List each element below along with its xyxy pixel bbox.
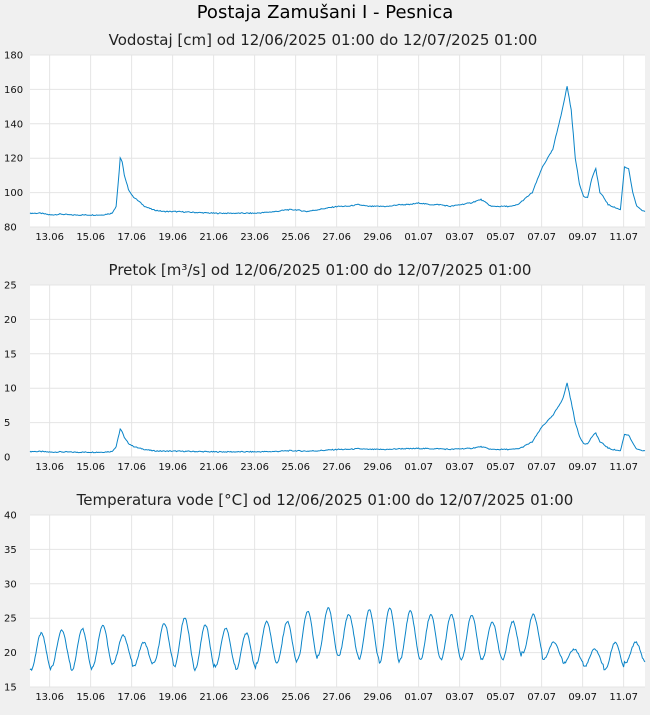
- y-tick-label: 120: [4, 154, 23, 165]
- y-tick-label: 30: [4, 579, 17, 590]
- chart-discharge: Pretok [m³/s] od 12/06/2025 01:00 do 12/…: [0, 255, 650, 485]
- x-tick-label: 07.07: [527, 692, 556, 703]
- y-tick-label: 10: [4, 384, 17, 395]
- page-title: Postaja Zamušani I - Pesnica: [196, 2, 454, 23]
- plot-area: [30, 285, 645, 457]
- x-tick-label: 29.06: [363, 462, 392, 473]
- x-tick-label: 09.07: [568, 462, 597, 473]
- x-tick-label: 17.06: [117, 232, 146, 243]
- chart-water-temperature: Temperatura vode [°C] od 12/06/2025 01:0…: [0, 485, 650, 715]
- x-tick-label: 15.06: [76, 232, 105, 243]
- x-tick-label: 17.06: [117, 462, 146, 473]
- y-tick-label: 0: [4, 453, 10, 464]
- x-tick-label: 03.07: [445, 232, 474, 243]
- x-tick-label: 17.06: [117, 692, 146, 703]
- series-line-water-temperature: [29, 606, 646, 672]
- x-tick-label: 13.06: [35, 462, 64, 473]
- y-tick-label: 80: [4, 223, 17, 234]
- series-line-discharge: [29, 382, 646, 454]
- x-tick-label: 23.06: [240, 692, 269, 703]
- chart-water-level-svg: Vodostaj [cm] od 12/06/2025 01:00 do 12/…: [4, 31, 646, 243]
- y-tick-label: 20: [4, 315, 17, 326]
- x-tick-label: 13.06: [35, 692, 64, 703]
- y-tick-label: 35: [4, 545, 17, 556]
- x-tick-label: 15.06: [76, 692, 105, 703]
- x-tick-label: 29.06: [363, 692, 392, 703]
- plot-area: [30, 515, 645, 687]
- x-tick-label: 05.07: [486, 462, 515, 473]
- x-tick-label: 23.06: [240, 232, 269, 243]
- x-tick-label: 25.06: [281, 232, 310, 243]
- x-tick-label: 27.06: [322, 692, 351, 703]
- x-tick-label: 25.06: [281, 462, 310, 473]
- x-tick-label: 09.07: [568, 692, 597, 703]
- x-tick-label: 27.06: [322, 232, 351, 243]
- x-tick-label: 01.07: [404, 232, 433, 243]
- x-tick-label: 03.07: [445, 692, 474, 703]
- x-tick-label: 19.06: [158, 692, 187, 703]
- x-tick-label: 05.07: [486, 692, 515, 703]
- x-tick-label: 21.06: [199, 462, 228, 473]
- y-tick-label: 25: [4, 614, 17, 625]
- x-tick-label: 21.06: [199, 692, 228, 703]
- y-tick-label: 5: [4, 418, 10, 429]
- y-tick-label: 15: [4, 683, 17, 694]
- x-tick-label: 07.07: [527, 232, 556, 243]
- chart-title: Pretok [m³/s] od 12/06/2025 01:00 do 12/…: [109, 261, 532, 279]
- x-tick-label: 01.07: [404, 462, 433, 473]
- x-tick-label: 21.06: [199, 232, 228, 243]
- x-tick-label: 23.06: [240, 462, 269, 473]
- x-tick-label: 11.07: [609, 462, 638, 473]
- y-tick-label: 20: [4, 648, 17, 659]
- series-line-water-level: [29, 86, 646, 217]
- chart-water-level: Vodostaj [cm] od 12/06/2025 01:00 do 12/…: [0, 25, 650, 255]
- x-tick-label: 07.07: [527, 462, 556, 473]
- y-tick-label: 160: [4, 85, 23, 96]
- y-tick-label: 40: [4, 511, 17, 522]
- chart-discharge-svg: Pretok [m³/s] od 12/06/2025 01:00 do 12/…: [4, 261, 646, 473]
- y-tick-label: 140: [4, 119, 23, 130]
- x-tick-label: 25.06: [281, 692, 310, 703]
- x-tick-label: 09.07: [568, 232, 597, 243]
- x-tick-label: 11.07: [609, 232, 638, 243]
- y-tick-label: 100: [4, 188, 23, 199]
- x-tick-label: 15.06: [76, 462, 105, 473]
- x-tick-label: 03.07: [445, 462, 474, 473]
- x-tick-label: 11.07: [609, 692, 638, 703]
- y-tick-label: 180: [4, 51, 23, 62]
- x-tick-label: 27.06: [322, 462, 351, 473]
- x-tick-label: 05.07: [486, 232, 515, 243]
- x-tick-label: 01.07: [404, 692, 433, 703]
- chart-title: Temperatura vode [°C] od 12/06/2025 01:0…: [76, 491, 574, 509]
- chart-title: Vodostaj [cm] od 12/06/2025 01:00 do 12/…: [109, 31, 538, 49]
- x-tick-label: 29.06: [363, 232, 392, 243]
- y-tick-label: 15: [4, 349, 17, 360]
- y-tick-label: 25: [4, 281, 17, 292]
- chart-water-temperature-svg: Temperatura vode [°C] od 12/06/2025 01:0…: [4, 491, 646, 703]
- x-tick-label: 13.06: [35, 232, 64, 243]
- plot-area: [30, 55, 645, 227]
- x-tick-label: 19.06: [158, 462, 187, 473]
- x-tick-label: 19.06: [158, 232, 187, 243]
